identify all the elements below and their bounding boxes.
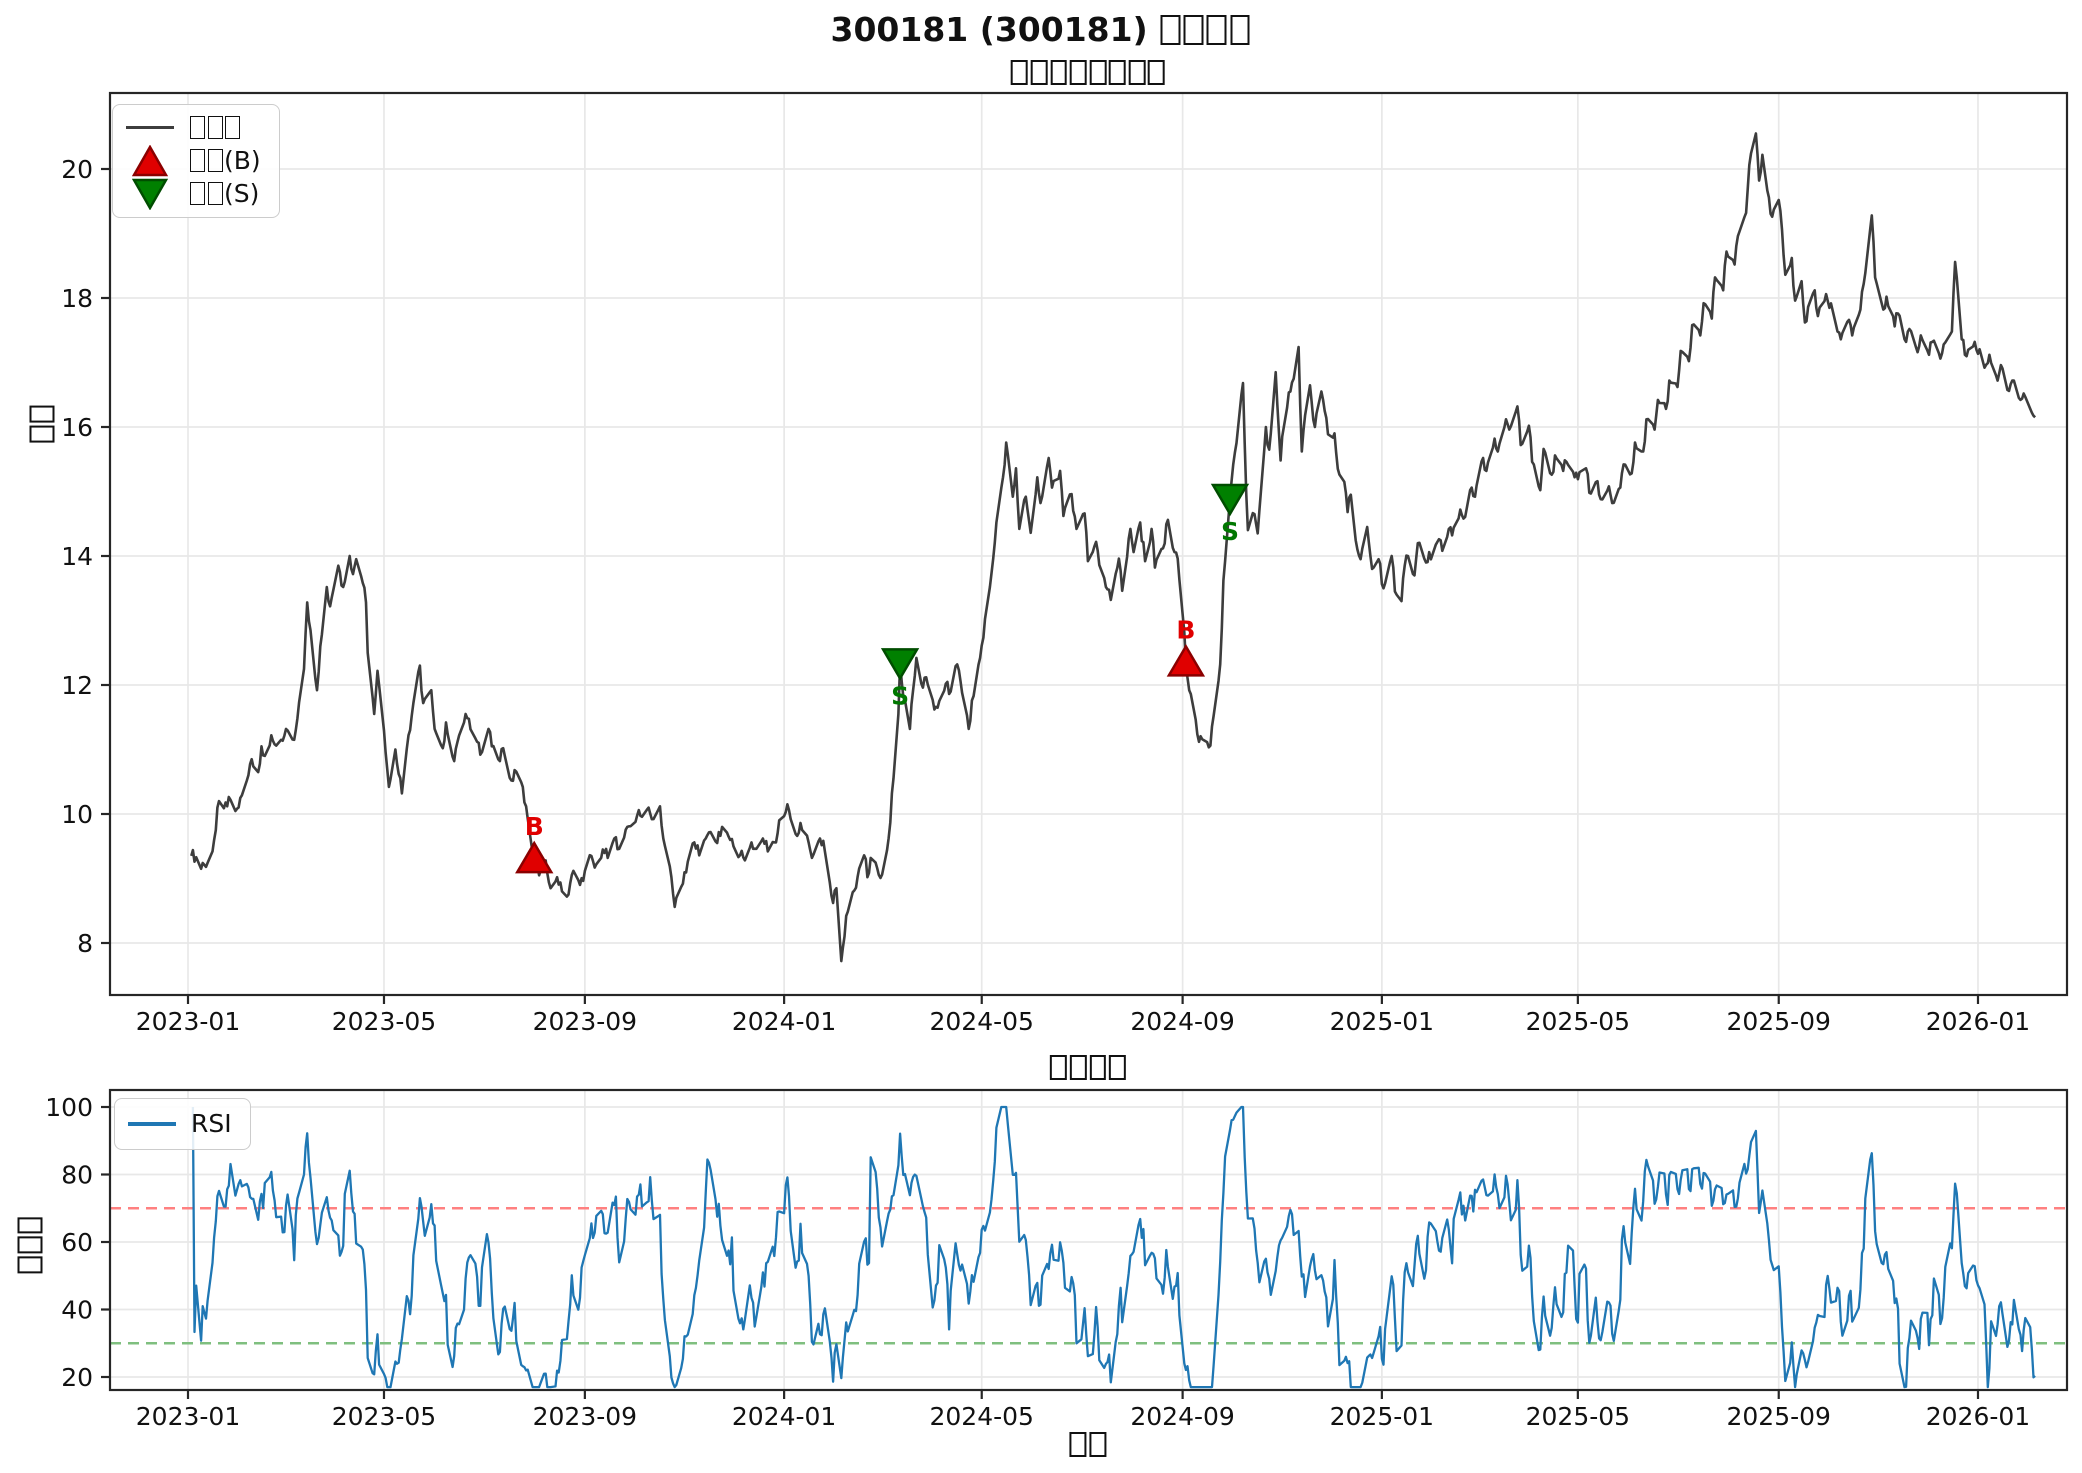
y-tick-label: 18 xyxy=(61,284,93,313)
legend-row-close xyxy=(125,112,261,144)
y-tick-label: 40 xyxy=(61,1296,93,1325)
y-tick-label: 20 xyxy=(61,1363,93,1392)
missing-glyph-box xyxy=(190,115,206,139)
missing-glyph-box xyxy=(207,115,223,139)
buy-marker-label: B xyxy=(1176,615,1195,644)
missing-glyph-box xyxy=(225,115,241,139)
x-tick-label: 2026-01 xyxy=(1926,1007,2030,1036)
missing-glyph-box xyxy=(1206,14,1227,45)
x-tick-label: 2024-01 xyxy=(732,1402,836,1431)
missing-glyph-box xyxy=(1128,59,1146,86)
sell-triangle-icon xyxy=(125,178,175,211)
missing-glyph-box xyxy=(17,1256,43,1273)
buy-marker-label: (B) xyxy=(189,145,261,177)
buy-marker xyxy=(515,840,554,874)
y-tick-label: 80 xyxy=(61,1161,93,1190)
y-tick-label: 8 xyxy=(77,929,93,958)
legend-row-buy: (B) xyxy=(125,144,261,177)
main-title: 300181 (300181) xyxy=(831,10,1252,49)
x-tick-label: 2025-05 xyxy=(1526,1007,1630,1036)
x-tick-label: 2026-01 xyxy=(1926,1402,2030,1431)
close-line-label xyxy=(189,112,242,144)
x-tick-label: 2025-05 xyxy=(1526,1402,1630,1431)
missing-glyph-box xyxy=(1089,1431,1107,1458)
missing-glyph-box xyxy=(1108,59,1126,86)
x-tick-label: 2025-09 xyxy=(1727,1007,1831,1036)
missing-glyph-box xyxy=(1050,59,1068,86)
sell-marker-label: (S) xyxy=(189,178,259,210)
missing-glyph-box xyxy=(1089,1054,1107,1081)
x-tick-label: 2024-01 xyxy=(732,1007,836,1036)
x-tick-label: 2023-09 xyxy=(533,1007,637,1036)
plot-border xyxy=(108,91,2069,997)
x-tick-label: 2025-01 xyxy=(1330,1402,1434,1431)
rsi-y-axis-label xyxy=(14,1216,47,1275)
missing-glyph-box xyxy=(1148,59,1165,86)
y-tick-label: 16 xyxy=(61,413,93,442)
sell-marker xyxy=(1210,483,1250,517)
price-line xyxy=(190,132,2037,963)
close-line-icon xyxy=(125,125,175,130)
price-chart-subtitle xyxy=(1010,56,1167,89)
sell-marker-label: S xyxy=(891,681,909,710)
rsi-legend: RSI xyxy=(114,1098,251,1150)
x-tick-label: 2023-01 xyxy=(136,1402,240,1431)
missing-glyph-box xyxy=(1089,59,1107,86)
y-tick-label: 12 xyxy=(61,671,93,700)
x-axis-label xyxy=(1068,1428,1107,1461)
y-tick-label: 60 xyxy=(61,1228,93,1257)
x-tick-label: 2025-01 xyxy=(1330,1007,1434,1036)
close-line-sample xyxy=(126,125,174,130)
missing-glyph-box xyxy=(1183,14,1204,45)
legend-row-sell: (S) xyxy=(125,178,261,211)
missing-glyph-box xyxy=(207,182,223,206)
legend-row-rsi: RSI xyxy=(127,1108,232,1140)
price-legend: (B) (S) xyxy=(112,104,280,218)
missing-glyph-box xyxy=(1069,1431,1087,1458)
rsi-line-sample xyxy=(128,1122,176,1126)
missing-glyph-box xyxy=(190,148,206,172)
x-tick-label: 2025-09 xyxy=(1727,1402,1831,1431)
missing-glyph-box xyxy=(17,1217,43,1234)
missing-glyph-box xyxy=(1230,14,1250,45)
x-tick-label: 2023-09 xyxy=(533,1402,637,1431)
y-tick-label: 100 xyxy=(45,1093,93,1122)
missing-glyph-box xyxy=(1011,59,1028,86)
missing-glyph-box xyxy=(1069,59,1087,86)
sell-marker-label: S xyxy=(1221,517,1239,546)
buy-marker-label: B xyxy=(525,812,544,841)
plot-border xyxy=(108,1088,2069,1392)
missing-glyph-box xyxy=(207,148,223,172)
missing-glyph-box xyxy=(17,1236,43,1254)
x-tick-label: 2023-01 xyxy=(136,1007,240,1036)
missing-glyph-box xyxy=(190,182,206,206)
missing-glyph-box xyxy=(1030,59,1048,86)
x-tick-label: 2024-09 xyxy=(1130,1402,1234,1431)
missing-glyph-box xyxy=(1108,1054,1126,1081)
x-tick-label: 2023-05 xyxy=(332,1402,436,1431)
missing-glyph-box xyxy=(1050,1054,1068,1081)
missing-glyph-box xyxy=(1160,14,1181,45)
rsi-line-label: RSI xyxy=(191,1109,232,1138)
sell-marker xyxy=(880,648,920,681)
y-tick-label: 20 xyxy=(61,155,93,184)
x-tick-label: 2024-05 xyxy=(930,1007,1034,1036)
y-tick-label: 14 xyxy=(61,542,93,571)
rsi-line-icon xyxy=(127,1122,177,1126)
x-tick-label: 2024-09 xyxy=(1130,1007,1234,1036)
missing-glyph-box xyxy=(1069,1054,1087,1081)
rsi-chart-subtitle xyxy=(1049,1051,1127,1084)
buy-triangle-icon xyxy=(125,144,175,177)
buy-marker xyxy=(1166,643,1206,677)
rsi-line xyxy=(191,1105,2036,1389)
x-tick-label: 2023-05 xyxy=(332,1007,436,1036)
y-tick-label: 10 xyxy=(61,800,93,829)
x-tick-label: 2024-05 xyxy=(930,1402,1034,1431)
